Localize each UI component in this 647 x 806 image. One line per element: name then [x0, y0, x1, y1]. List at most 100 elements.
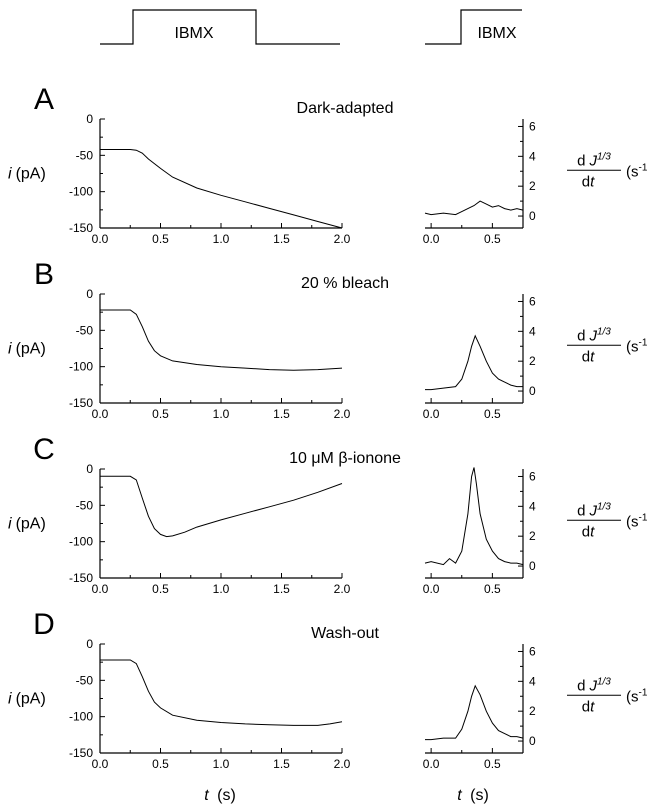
current-y-tick-label-c: -50	[76, 498, 94, 512]
rate-y-tick-label-d: 4	[529, 674, 536, 688]
current-y-tick-label-d: -150	[69, 746, 93, 760]
current-x-tick-label-d: 1.0	[213, 757, 230, 771]
current-x-tick-label-d: 1.5	[273, 757, 290, 771]
current-y-label-a: i (pA)	[8, 166, 46, 183]
rate-y-tick-label-b: 4	[529, 324, 536, 338]
panel-b: B 20 % bleach 0 -50 -100 -150 0.0 0.5 1.0 1.5 2.0 i…	[8, 258, 647, 421]
rate-x-tick-label-b: 0.5	[484, 407, 501, 421]
rate-y-tick-label-c: 4	[529, 499, 536, 513]
current-y-tick-label-d: -100	[69, 710, 93, 724]
stimulus-trace-left	[100, 9, 340, 45]
rate-y-tick-label-b: 6	[529, 294, 536, 308]
rate-x-tick-label-c: 0.5	[484, 582, 501, 596]
current-x-tick-label-b: 1.0	[213, 407, 230, 421]
svg-text:(s-1): (s-1)	[626, 512, 647, 530]
current-y-tick-label-b: -50	[76, 323, 94, 337]
current-trace-d	[100, 659, 343, 726]
rate-trace-a	[424, 200, 524, 216]
current-y-tick-label-c: -100	[69, 535, 93, 549]
svg-text:(s-1): (s-1)	[626, 687, 647, 705]
rate-x-tick-label-b: 0.0	[423, 407, 440, 421]
current-x-tick-label-c: 0.5	[152, 582, 169, 596]
current-y-tick-label-a: -150	[69, 221, 93, 235]
current-x-tick-label-a: 0.0	[92, 232, 109, 246]
current-x-tick-label-b: 2.0	[334, 407, 351, 421]
current-x-tick-label-a: 1.0	[213, 232, 230, 246]
svg-text:dt: dt	[582, 173, 595, 190]
stimulus-label-right: IBMX	[477, 25, 516, 42]
svg-text:dt: dt	[582, 348, 595, 365]
rate-trace-d	[425, 684, 524, 741]
rate-x-tick-label-d: 0.0	[423, 757, 440, 771]
rate-y-tick-label-a: 4	[529, 149, 536, 163]
current-x-tick-label-a: 1.5	[273, 232, 290, 246]
svg-text:dJ1/3: d J1/3	[577, 676, 611, 694]
rate-y-tick-label-a: 6	[529, 119, 536, 133]
svg-text:dt: dt	[582, 523, 595, 540]
rate-y-tick-label-b: 0	[529, 384, 536, 398]
current-trace-a	[100, 149, 343, 229]
current-y-label-c: i (pA)	[8, 516, 46, 533]
current-y-tick-label-c: -150	[69, 571, 93, 585]
rate-y-label-a: dJ1/3 dt (s-1)	[567, 151, 647, 190]
rate-y-label-d: dJ1/3 dt (s-1)	[567, 676, 647, 715]
current-x-tick-label-d: 0.0	[92, 757, 109, 771]
panel-title-c: 10 μM β-ionone	[289, 450, 401, 467]
svg-text:dt: dt	[582, 698, 595, 715]
current-y-tick-label-b: -150	[69, 396, 93, 410]
rate-y-tick-label-d: 6	[529, 644, 536, 658]
current-y-label-b: i (pA)	[8, 341, 46, 358]
current-trace-b	[100, 309, 343, 371]
current-x-tick-label-d: 2.0	[334, 757, 351, 771]
current-y-tick-label-b: -100	[69, 360, 93, 374]
current-x-tick-label-c: 2.0	[334, 582, 351, 596]
rate-x-tick-label-a: 0.0	[423, 232, 440, 246]
rate-y-tick-label-c: 6	[529, 469, 536, 483]
current-x-tick-label-c: 0.0	[92, 582, 109, 596]
rate-trace-b	[425, 334, 523, 391]
panel-label-a: A	[34, 83, 54, 116]
panel-label-b: B	[34, 258, 54, 291]
rate-trace-c	[424, 467, 524, 566]
rate-y-label-b: dJ1/3 dt (s-1)	[567, 326, 647, 365]
current-y-tick-label-a: 0	[86, 112, 93, 126]
rate-y-tick-label-d: 0	[529, 734, 536, 748]
rate-y-tick-label-a: 0	[529, 209, 536, 223]
stimulus-label-left: IBMX	[174, 25, 213, 42]
svg-text:(s-1): (s-1)	[626, 162, 647, 180]
rate-y-tick-label-d: 2	[529, 704, 536, 718]
svg-text:(s-1): (s-1)	[626, 337, 647, 355]
rate-y-label-c: dJ1/3 dt (s-1)	[567, 501, 647, 540]
rate-x-tick-label-d: 0.5	[484, 757, 501, 771]
panel-title-b: 20 % bleach	[301, 275, 389, 292]
svg-text:dJ1/3: d J1/3	[577, 501, 611, 519]
rate-x-tick-label-a: 0.5	[484, 232, 501, 246]
current-y-tick-label-d: 0	[86, 637, 93, 651]
time-axis-label-right: t (s)	[457, 787, 489, 804]
stimulus-trace-right	[425, 9, 522, 45]
current-y-tick-label-d: -50	[76, 673, 94, 687]
rate-y-tick-label-b: 2	[529, 354, 536, 368]
current-y-tick-label-c: 0	[86, 462, 93, 476]
svg-text:dJ1/3: d J1/3	[577, 326, 611, 344]
rate-y-tick-label-c: 2	[529, 529, 536, 543]
rate-y-tick-label-c: 0	[529, 559, 536, 573]
rate-y-tick-label-a: 2	[529, 179, 536, 193]
current-x-tick-label-a: 2.0	[334, 232, 351, 246]
current-trace-c	[100, 475, 343, 538]
time-axis-label-left: t (s)	[204, 787, 236, 804]
current-x-tick-label-a: 0.5	[152, 232, 169, 246]
current-y-label-d: i (pA)	[8, 691, 46, 708]
panel-label-d: D	[33, 608, 55, 641]
current-y-tick-label-b: 0	[86, 287, 93, 301]
current-x-tick-label-b: 1.5	[273, 407, 290, 421]
current-x-tick-label-c: 1.5	[273, 582, 290, 596]
panel-label-c: C	[33, 433, 55, 466]
current-y-tick-label-a: -50	[76, 148, 94, 162]
rate-x-tick-label-c: 0.0	[423, 582, 440, 596]
